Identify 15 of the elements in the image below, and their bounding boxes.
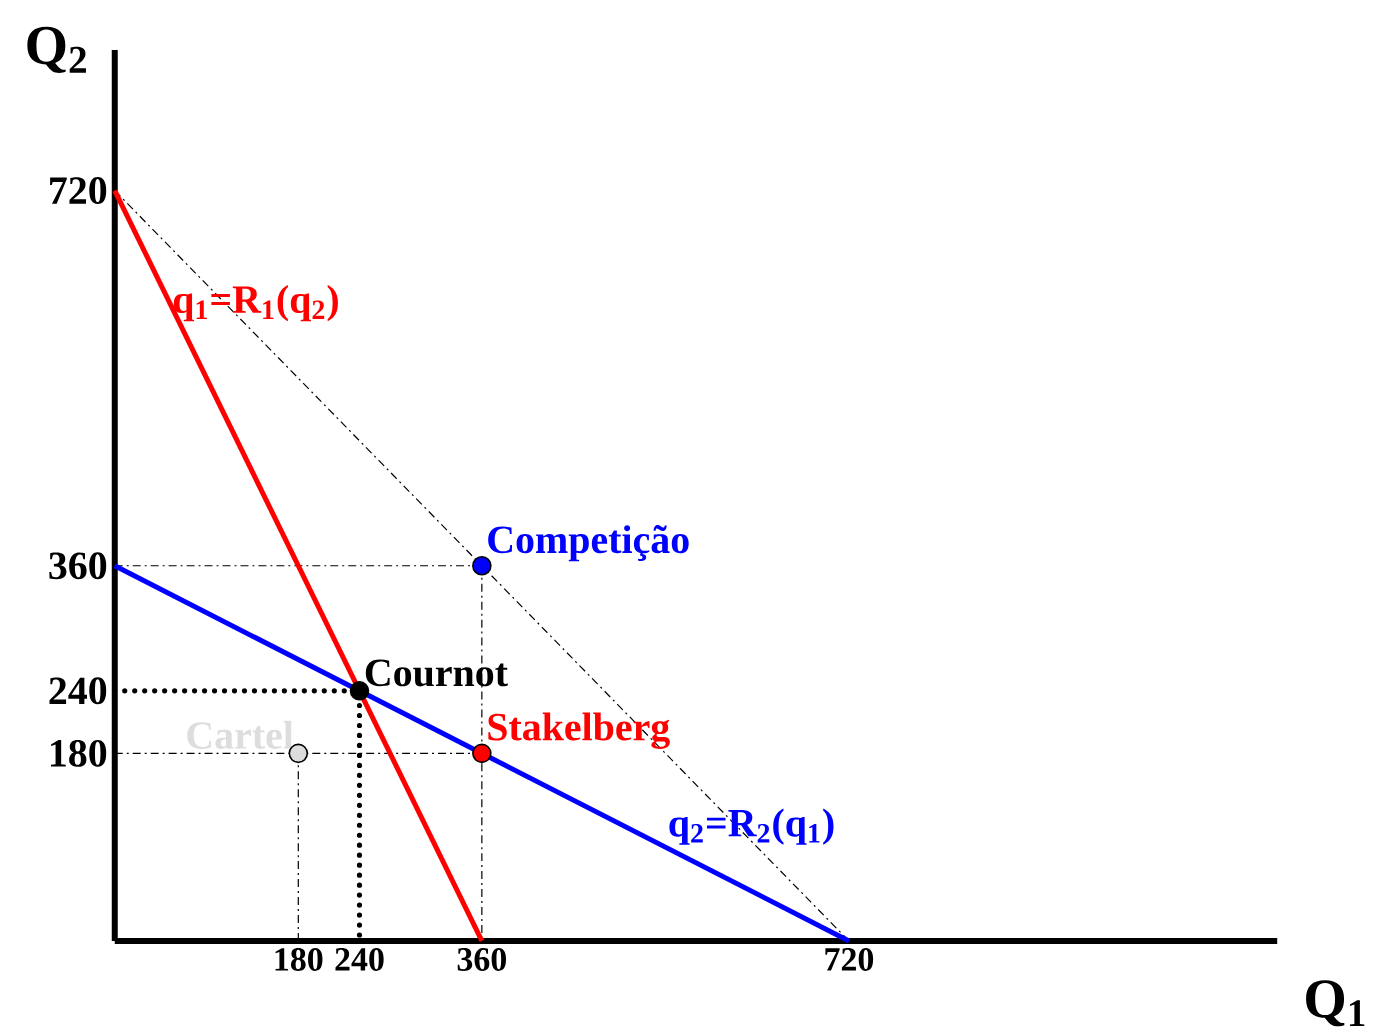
x-tick-label: 720 — [825, 947, 874, 971]
y-tick-label: 720 — [50, 177, 107, 205]
y-tick-label: 360 — [49, 552, 107, 580]
x-tick-label: 240 — [335, 947, 384, 971]
x-tick-label: 180 — [275, 947, 323, 971]
series-label: Stakelberg — [488, 712, 670, 749]
x-tick-label: 360 — [457, 947, 507, 971]
y-tick-label: 240 — [49, 677, 107, 705]
series-label: Competição — [488, 525, 689, 562]
y-axis-title: Q$_{2}$ — [27, 26, 86, 73]
series-label: q$_{1}$=R$_{1}$(q$_{2}$) — [173, 285, 338, 322]
y-tick-label: 180 — [51, 739, 107, 767]
x-axis-title: Q$_{1}$ — [1306, 980, 1365, 1027]
series-label: Cournot — [365, 659, 508, 687]
series-label: q$_{2}$=R$_{2}$(q$_{1}$) — [669, 808, 834, 845]
